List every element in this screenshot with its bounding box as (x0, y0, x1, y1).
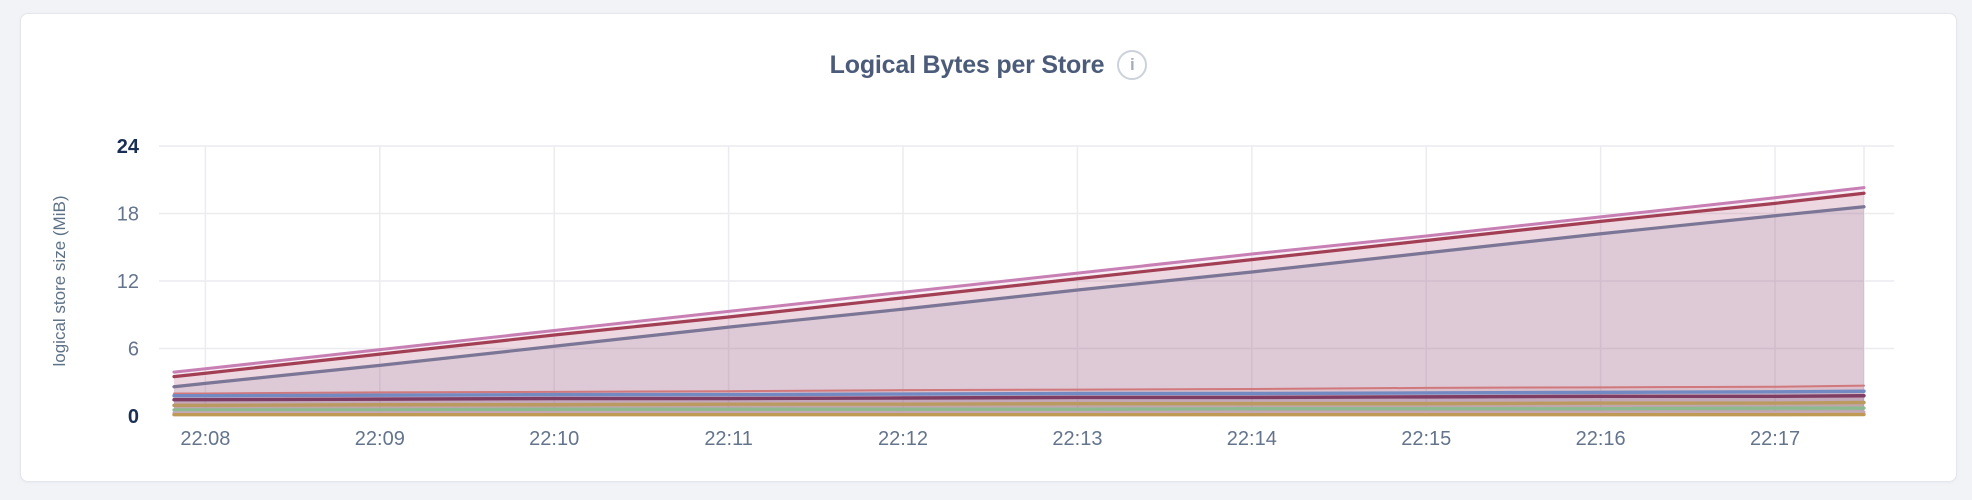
series-line-series_04 (173, 384, 1865, 395)
chart-card: Logical Bytes per Store i 0 6 12 18 24 22:08 2… (20, 13, 1957, 482)
x-tick-label: 22:12 (878, 428, 928, 450)
chart-header: Logical Bytes per Store i (21, 50, 1956, 80)
series-line-series_08 (172, 406, 1866, 412)
y-tick-label: 24 (117, 136, 140, 158)
x-tick-label: 22:13 (1052, 428, 1102, 450)
series-area-series_06 (174, 395, 1864, 416)
series-line-series_05 (172, 389, 1866, 398)
x-tick-label: 22:09 (355, 428, 405, 450)
y-tick-label: 0 (128, 406, 139, 428)
y-tick-label: 6 (128, 339, 139, 361)
x-tick-label: 22:08 (180, 428, 230, 450)
series-area-series_01 (174, 187, 1864, 416)
series-line-series_07 (172, 400, 1866, 408)
y-tick-label: 18 (117, 204, 139, 226)
series-line-series_06 (172, 394, 1866, 402)
x-tick-label: 22:11 (704, 428, 753, 450)
x-tick-label: 22:10 (529, 428, 579, 450)
x-tick-label: 22:14 (1227, 428, 1277, 450)
chart-title: Logical Bytes per Store (829, 50, 1105, 79)
series-line-series_09 (172, 410, 1866, 415)
y-tick-label: 12 (117, 271, 139, 293)
series-area-series_02 (174, 193, 1864, 416)
series-line-series_02 (172, 191, 1866, 379)
series-line-series_03 (172, 205, 1866, 389)
x-tick-label: 22:17 (1750, 428, 1800, 450)
x-tick-label: 22:16 (1576, 428, 1626, 450)
series-line-series_01 (172, 186, 1866, 374)
y-axis-title: logical store size (MiB) (50, 196, 69, 367)
info-icon[interactable]: i (1117, 50, 1148, 80)
line-chart: 0 6 12 18 24 22:08 22:09 22:10 22:11 22:12 22:13 22… (50, 136, 1894, 450)
series-area-series_03 (174, 206, 1864, 416)
x-tick-label: 22:15 (1401, 428, 1451, 450)
